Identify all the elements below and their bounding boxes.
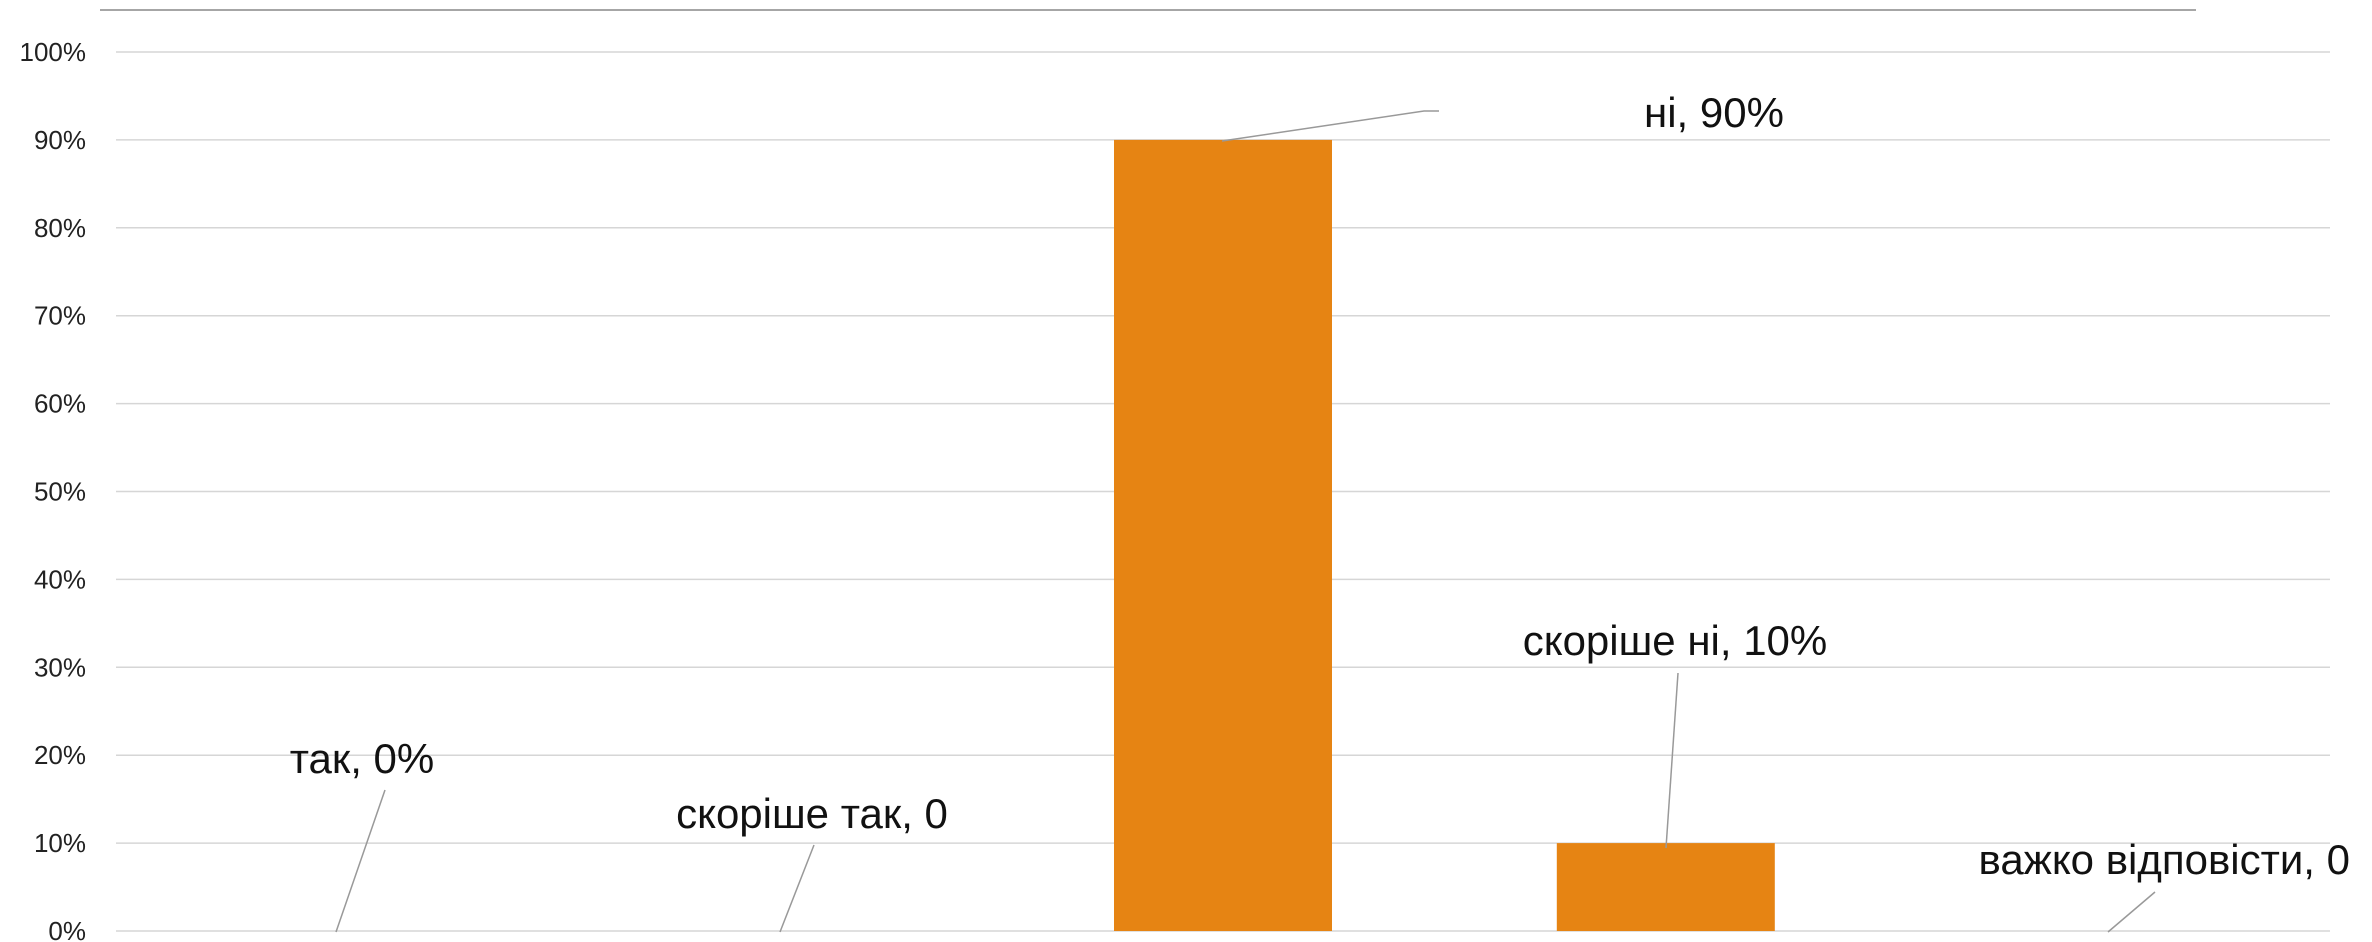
y-tick-label: 30% bbox=[34, 652, 86, 682]
leader-line bbox=[1221, 110, 1439, 142]
data-label: так, 0% bbox=[290, 735, 435, 782]
data-labels: так, 0% скоріше так, 0 ні, 90% скоріше ні, … bbox=[290, 89, 2350, 883]
y-tick-label: 60% bbox=[34, 389, 86, 419]
y-tick-label: 70% bbox=[34, 301, 86, 331]
data-label: важко відповісти, 0 bbox=[1979, 836, 2350, 883]
leader-line bbox=[335, 789, 386, 933]
data-label: скоріше так, 0 bbox=[676, 790, 948, 837]
bar-2 bbox=[1114, 139, 1332, 931]
y-tick-label: 0% bbox=[48, 916, 86, 942]
leader-line bbox=[1665, 672, 1679, 849]
y-tick-label: 10% bbox=[34, 828, 86, 858]
leader-line bbox=[2107, 891, 2156, 933]
data-label: скоріше ні, 10% bbox=[1523, 617, 1828, 664]
leader-lines bbox=[335, 110, 2156, 933]
leader-line bbox=[779, 844, 815, 933]
bars bbox=[1114, 139, 1775, 931]
y-tick-label: 80% bbox=[34, 213, 86, 243]
y-tick-label: 20% bbox=[34, 740, 86, 770]
y-axis-tick-labels: 0% 10% 20% 30% 40% 50% 60% 70% 80% 90% 100% bbox=[20, 37, 87, 942]
y-tick-label: 100% bbox=[20, 37, 87, 67]
data-label: ні, 90% bbox=[1644, 89, 1784, 136]
y-tick-label: 40% bbox=[34, 564, 86, 594]
bar-3 bbox=[1556, 843, 1775, 931]
y-tick-label: 50% bbox=[34, 477, 86, 507]
y-tick-label: 90% bbox=[34, 125, 86, 155]
